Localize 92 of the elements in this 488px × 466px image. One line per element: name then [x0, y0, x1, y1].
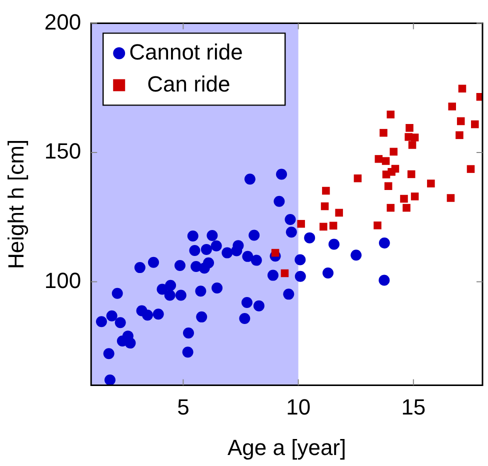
- x-tick-label: 5: [177, 394, 190, 420]
- point: [276, 168, 288, 180]
- point: [114, 317, 126, 328]
- point: [354, 174, 362, 182]
- point: [112, 288, 123, 299]
- point: [380, 128, 388, 137]
- point: [386, 110, 395, 118]
- point: [152, 308, 164, 320]
- point: [286, 226, 297, 238]
- point: [408, 141, 416, 149]
- point: [407, 170, 416, 178]
- point: [374, 222, 382, 230]
- point: [212, 282, 223, 294]
- point: [427, 180, 435, 188]
- point: [410, 134, 419, 142]
- point: [124, 338, 136, 349]
- point: [320, 222, 328, 231]
- point: [456, 131, 464, 140]
- point: [174, 260, 186, 271]
- point: [456, 117, 465, 126]
- point: [322, 267, 334, 278]
- legend-label: Can ride: [147, 71, 230, 96]
- point: [241, 296, 252, 308]
- point: [200, 244, 212, 255]
- point: [189, 244, 200, 256]
- point: [320, 202, 329, 210]
- point: [390, 148, 398, 156]
- point: [458, 84, 466, 93]
- point: [378, 274, 390, 286]
- point: [134, 262, 146, 274]
- point: [446, 194, 455, 202]
- point: [250, 254, 262, 266]
- point: [328, 238, 340, 250]
- y-tick-label: 200: [44, 9, 82, 34]
- point: [242, 250, 254, 262]
- point: [210, 240, 222, 252]
- point: [104, 374, 116, 386]
- point: [253, 300, 264, 312]
- point: [280, 269, 289, 278]
- point: [294, 270, 306, 282]
- point: [471, 120, 479, 128]
- point: [195, 286, 206, 297]
- x-tick-label: 15: [401, 394, 426, 420]
- point: [103, 348, 114, 360]
- point: [329, 222, 338, 230]
- point: [187, 230, 198, 242]
- point: [106, 310, 118, 322]
- point: [239, 312, 250, 324]
- legend-label: Cannot ride: [129, 39, 243, 64]
- y-tick-label: 150: [44, 138, 82, 164]
- point: [198, 262, 210, 274]
- point: [142, 310, 154, 321]
- point: [384, 182, 392, 190]
- point: [402, 204, 410, 212]
- point: [378, 237, 390, 248]
- point: [182, 346, 194, 358]
- point: [448, 102, 456, 110]
- point: [350, 250, 362, 261]
- point: [248, 230, 260, 241]
- point: [374, 155, 383, 163]
- point: [182, 327, 194, 338]
- point: [231, 245, 242, 256]
- point: [96, 316, 107, 328]
- point: [382, 157, 390, 165]
- point: [284, 214, 296, 225]
- point: [304, 232, 316, 244]
- point: [386, 204, 395, 212]
- x-tick-label: 10: [286, 394, 311, 420]
- point: [165, 280, 176, 291]
- point: [297, 220, 305, 228]
- y-tick-label: 100: [44, 268, 82, 293]
- point: [400, 194, 408, 203]
- point: [267, 270, 278, 281]
- point: [410, 192, 419, 200]
- point: [164, 290, 176, 301]
- point: [391, 164, 400, 173]
- point: [335, 208, 343, 217]
- point: [175, 290, 186, 301]
- point: [283, 288, 294, 300]
- point: [274, 196, 285, 207]
- point: [294, 254, 306, 266]
- point: [244, 174, 256, 185]
- x-axis-title: Age a [year]: [227, 434, 346, 460]
- point: [271, 248, 280, 257]
- point: [406, 124, 414, 132]
- point: [222, 247, 233, 258]
- point: [322, 186, 330, 195]
- point: [466, 165, 475, 173]
- point: [196, 311, 208, 322]
- y-axis-title: Height h [cm]: [3, 139, 28, 270]
- point: [148, 256, 159, 268]
- point: [206, 230, 218, 241]
